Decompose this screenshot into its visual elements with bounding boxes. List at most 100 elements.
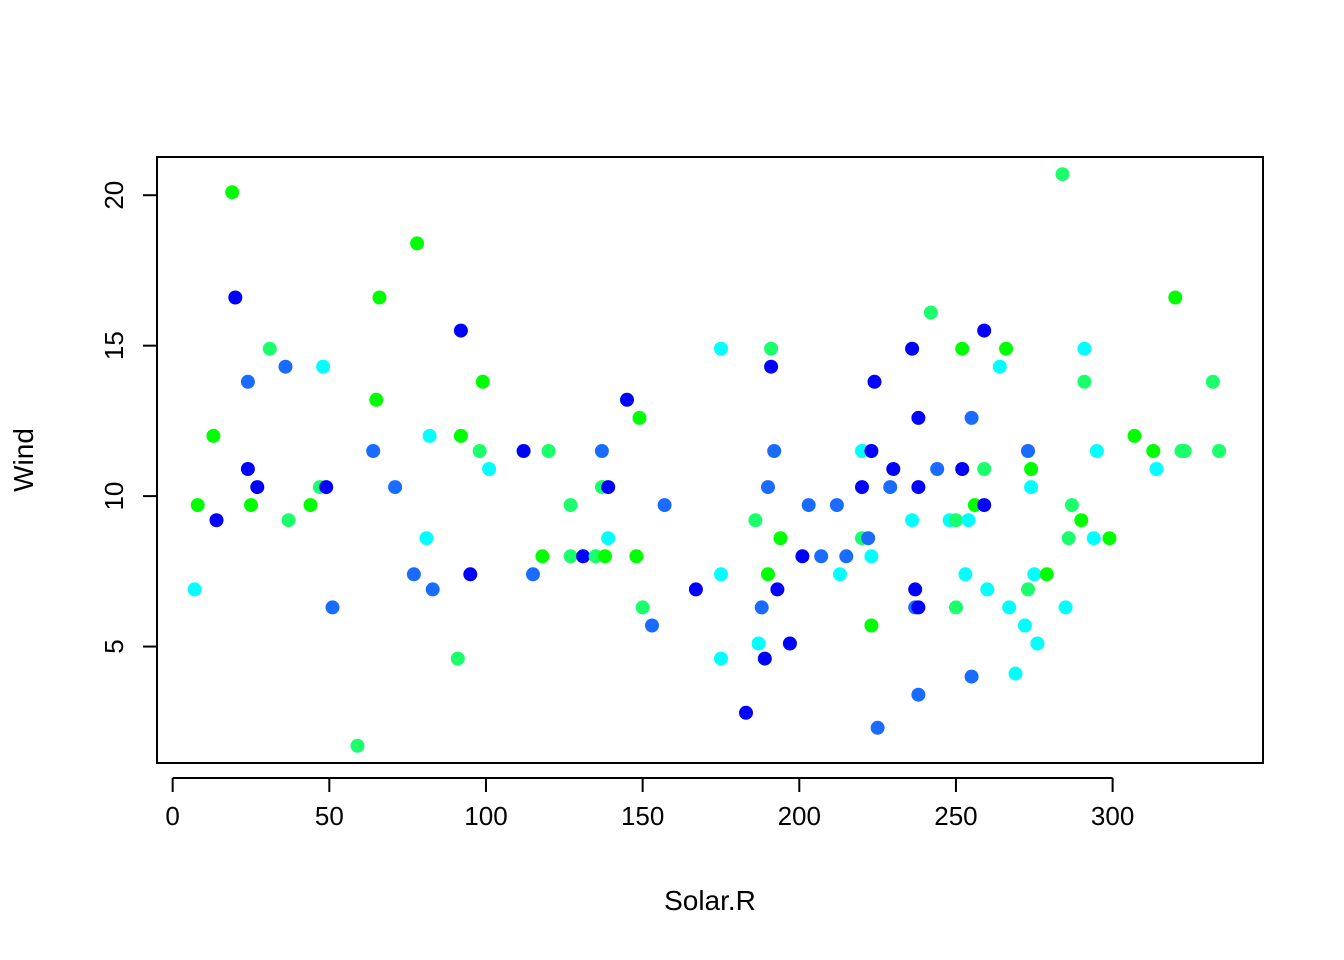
- scatter-point: [594, 444, 609, 458]
- scatter-point: [829, 498, 844, 513]
- scatter-point: [761, 480, 775, 495]
- scatter-point: [453, 428, 468, 443]
- scatter-point: [905, 513, 920, 528]
- scatter-point: [949, 513, 963, 528]
- scatter-point: [1168, 290, 1183, 305]
- y-tick-label: 5: [99, 639, 129, 653]
- scatter-point: [369, 392, 384, 407]
- scatter-point: [999, 341, 1014, 356]
- scatter-point: [450, 651, 465, 666]
- scatter-point: [886, 462, 901, 476]
- scatter-point: [1077, 374, 1092, 389]
- scatter-point: [1017, 618, 1032, 633]
- scatter-point: [419, 531, 434, 546]
- scatter-point: [782, 636, 797, 651]
- scatter-point: [410, 236, 425, 251]
- scatter-point: [1146, 444, 1161, 458]
- scatter-point: [228, 290, 243, 305]
- scatter-point: [425, 582, 440, 597]
- scatter-point: [657, 498, 672, 513]
- plot-frame: [156, 156, 1264, 764]
- scatter-point: [864, 549, 879, 564]
- scatter-point: [629, 549, 644, 564]
- scatter-point: [350, 738, 365, 753]
- scatter-point: [867, 374, 882, 389]
- scatter-point: [535, 549, 550, 564]
- scatter-point: [714, 651, 728, 666]
- scatter-point: [632, 410, 647, 425]
- scatter-point: [748, 513, 763, 528]
- scatter-point: [773, 531, 788, 546]
- y-axis: 5 10 15 20: [99, 181, 158, 654]
- scatter-point: [964, 669, 979, 684]
- scatter-point: [319, 480, 334, 495]
- y-axis-title: Wind: [8, 428, 39, 492]
- scatter-point: [1074, 513, 1089, 528]
- scatter-point: [833, 567, 847, 582]
- x-axis: 0 50 100 150 200 250 300: [165, 777, 1134, 831]
- scatter-point: [955, 462, 970, 476]
- scatter-point: [388, 480, 403, 495]
- scatter-point: [563, 498, 578, 513]
- scatter-point: [1021, 444, 1035, 458]
- points-layer: [187, 167, 1227, 753]
- scatter-point: [472, 444, 487, 458]
- scatter-point: [955, 341, 970, 356]
- scatter-point: [964, 410, 979, 425]
- scatter-point: [961, 513, 976, 528]
- scatter-point: [563, 549, 578, 564]
- scatter-point: [422, 428, 437, 443]
- scatter-point: [764, 359, 779, 374]
- scatter-point: [767, 444, 782, 458]
- scatter-point: [1055, 167, 1070, 182]
- scatter-point: [316, 359, 331, 374]
- scatter-point: [1030, 636, 1045, 651]
- scatter-point: [598, 549, 612, 564]
- scatter-point: [209, 513, 224, 528]
- scatter-point: [1177, 444, 1192, 458]
- scatter-point: [244, 498, 258, 513]
- scatter-point: [225, 185, 240, 200]
- scatter-point: [262, 341, 277, 356]
- scatter-point: [714, 341, 728, 356]
- scatter-point: [930, 462, 945, 476]
- scatter-point: [1024, 462, 1039, 476]
- scatter-point: [977, 323, 992, 338]
- scatter-point: [905, 341, 920, 356]
- scatter-point: [977, 462, 992, 476]
- scatter-point: [911, 687, 926, 702]
- scatter-point: [949, 600, 963, 615]
- scatter-point: [475, 374, 490, 389]
- scatter-point: [516, 444, 531, 458]
- scatter-point: [281, 513, 296, 528]
- y-tick-label: 10: [99, 482, 129, 511]
- scatter-point: [864, 618, 879, 633]
- scatter-point: [739, 705, 753, 720]
- scatter-point: [1008, 666, 1023, 681]
- scatter-point: [526, 567, 540, 582]
- scatter-point: [1021, 582, 1035, 597]
- y-tick-label: 20: [99, 181, 129, 210]
- scatter-point: [764, 341, 779, 356]
- scatter-point: [1058, 600, 1073, 615]
- x-tick-label: 0: [165, 801, 179, 831]
- scatter-point: [688, 582, 703, 597]
- scatter-point: [714, 567, 728, 582]
- scatter-point: [1089, 444, 1104, 458]
- scatter-point: [911, 480, 926, 495]
- scatter-point: [1102, 531, 1117, 546]
- scatter-point: [1061, 531, 1076, 546]
- scatter-point: [908, 582, 923, 597]
- scatter-point: [240, 462, 255, 476]
- scatter-point: [992, 359, 1007, 374]
- scatter-point: [453, 323, 468, 338]
- scatter-point: [958, 567, 973, 582]
- scatter-point: [761, 567, 775, 582]
- scatter-point: [757, 651, 772, 666]
- scatter-point: [1212, 444, 1227, 458]
- scatter-point: [861, 531, 876, 546]
- scatter-point: [325, 600, 340, 615]
- scatter-point: [911, 600, 926, 615]
- scatter-point: [278, 359, 293, 374]
